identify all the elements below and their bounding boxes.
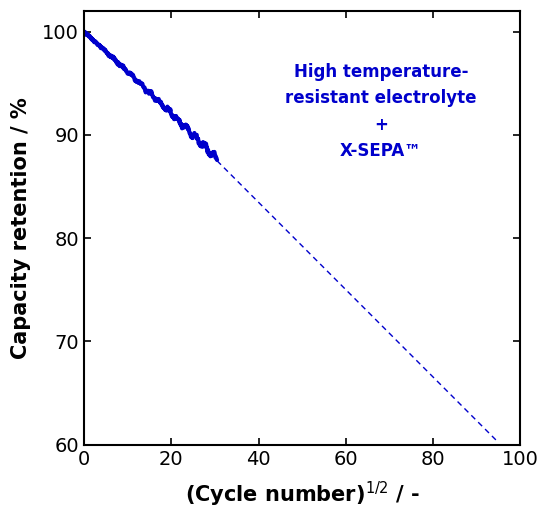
Text: High temperature-
resistant electrolyte
+
X-SEPA™: High temperature- resistant electrolyte …	[285, 63, 476, 160]
X-axis label: (Cycle number)$^{1/2}$ / -: (Cycle number)$^{1/2}$ / -	[185, 479, 420, 509]
Y-axis label: Capacity retention / %: Capacity retention / %	[11, 97, 31, 359]
